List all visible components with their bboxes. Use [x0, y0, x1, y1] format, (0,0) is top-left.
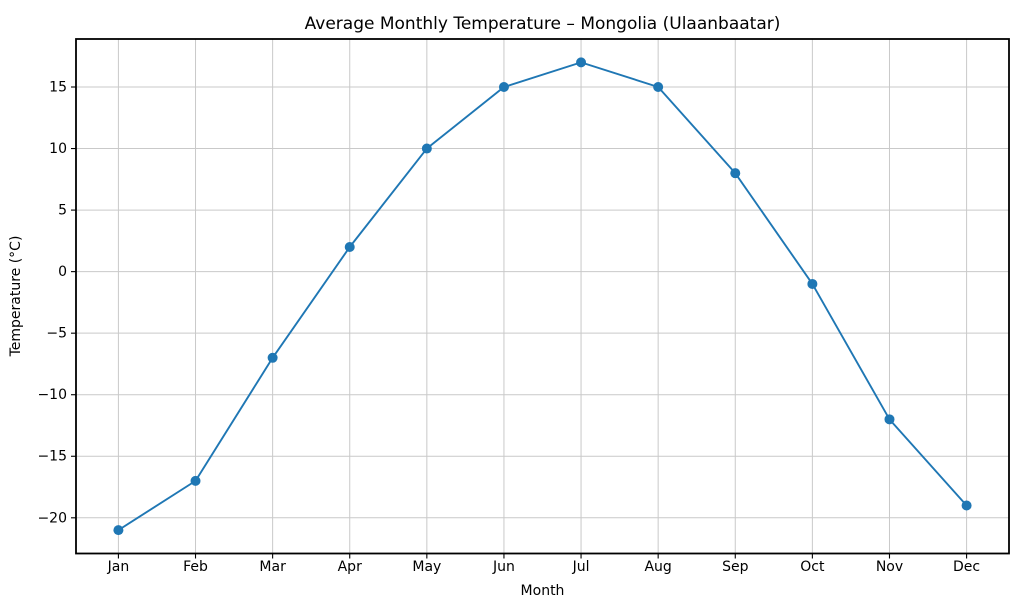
data-point-marker: [807, 278, 818, 289]
x-tick-label: Nov: [876, 559, 903, 575]
x-tick-label: Jun: [492, 559, 515, 575]
data-point-marker: [884, 414, 895, 425]
x-tick-label: Aug: [644, 559, 671, 575]
data-point-marker: [576, 57, 587, 68]
y-tick-label: 15: [49, 79, 67, 95]
y-axis-label: Temperature (°C): [8, 236, 24, 358]
chart-title: Average Monthly Temperature – Mongolia (…: [305, 14, 781, 34]
x-tick-label: Jan: [107, 559, 130, 575]
x-tick-label: Apr: [338, 559, 362, 575]
data-point-marker: [113, 525, 124, 536]
grid-layer: [76, 39, 1009, 554]
x-axis-label: Month: [521, 583, 565, 599]
x-tick-label: Oct: [800, 559, 825, 575]
plot-border: [75, 38, 1010, 555]
data-point-marker: [267, 352, 278, 363]
x-tick-label: Mar: [259, 559, 286, 575]
data-point-marker: [190, 475, 201, 486]
data-point-marker: [421, 143, 432, 154]
y-tick-label: −5: [46, 326, 67, 342]
data-point-marker: [653, 82, 664, 93]
y-tick-label: −20: [37, 510, 67, 526]
y-tick-label: 10: [49, 141, 67, 157]
y-tick-label: −15: [37, 449, 67, 465]
x-tick-label: May: [412, 559, 441, 575]
data-point-marker: [498, 82, 509, 93]
y-tick-label: −10: [37, 387, 67, 403]
axes-spines: [75, 38, 1010, 555]
x-tick-label: Sep: [722, 559, 749, 575]
data-point-marker: [961, 500, 972, 511]
x-tick-label: Feb: [183, 559, 208, 575]
x-tick-label: Jul: [572, 559, 590, 575]
x-tick-label: Dec: [953, 559, 980, 575]
tick-marks: [71, 86, 968, 559]
y-tick-label: 0: [58, 264, 67, 280]
y-tick-label: 5: [58, 203, 67, 219]
data-point-marker: [730, 168, 741, 179]
temperature-series: [113, 57, 972, 536]
temperature-line: [117, 61, 968, 532]
tick-labels: Jan Feb Mar Apr May Jun Jul Aug Sep Oct Nov Dec −20 −…: [37, 79, 980, 575]
data-point-marker: [344, 242, 355, 253]
